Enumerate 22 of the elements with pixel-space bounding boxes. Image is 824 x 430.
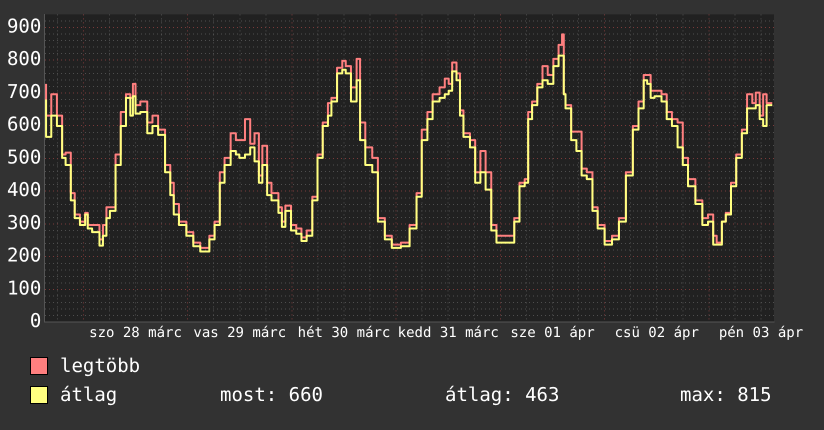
y-tick-label: 500 [6, 146, 42, 168]
legend-label: legtöbb [60, 354, 142, 376]
x-tick-label: csü 02 ápr [614, 325, 699, 342]
y-tick-label: 900 [6, 15, 42, 38]
x-tick-label: sze 01 ápr [510, 325, 595, 342]
y-tick-label: 200 [6, 244, 42, 267]
y-tick-label: 400 [6, 179, 42, 202]
y-tick-label: 600 [6, 114, 42, 136]
text: most: 660 [220, 384, 324, 406]
y-tick-label: 300 [6, 212, 42, 234]
y-tick-label: 100 [6, 277, 42, 300]
y-tick-label: 800 [6, 48, 42, 70]
y-tick-label: 700 [6, 80, 42, 103]
x-tick-label: szo 28 márc [89, 325, 182, 342]
x-tick-label: vas 29 márc [193, 325, 286, 342]
text: átlag: 463 [445, 384, 560, 406]
y-tick-label: 0 [30, 310, 42, 332]
x-tick-label: pén 03 ápr [718, 325, 804, 342]
x-tick-label: kedd 31 márc [398, 325, 499, 342]
x-tick-label: hét 30 márc [298, 325, 390, 342]
text: max: 815 [680, 384, 772, 406]
legend-label: átlag [60, 384, 118, 406]
